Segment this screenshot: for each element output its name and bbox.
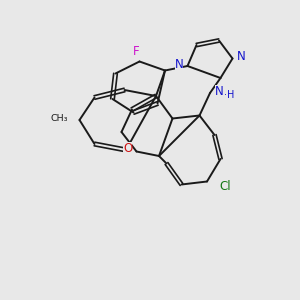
Text: N: N (175, 58, 184, 71)
Text: F: F (133, 45, 140, 58)
Text: ·H: ·H (224, 90, 235, 100)
Text: CH₃: CH₃ (51, 114, 68, 123)
Text: N: N (214, 85, 224, 98)
Text: Cl: Cl (220, 180, 231, 194)
Text: O: O (123, 142, 132, 155)
Text: N: N (236, 50, 245, 64)
